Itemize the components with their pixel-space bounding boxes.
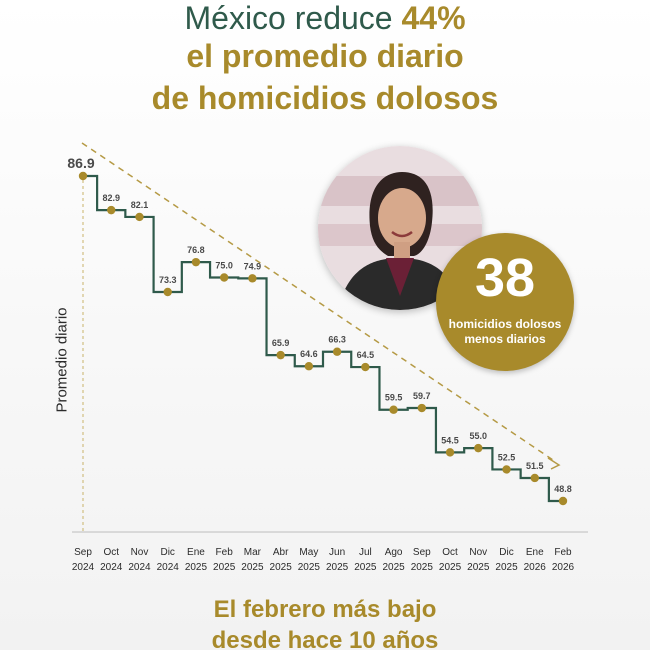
data-label: 48.8 — [554, 484, 572, 494]
footer-line-1: El febrero más bajo — [213, 596, 437, 623]
reduction-badge: 38 homicidios dolosos menos diarios — [436, 233, 574, 371]
data-point — [276, 350, 285, 360]
x-tick-label-month: Oct — [442, 547, 458, 558]
x-tick-label-year: 2025 — [241, 562, 264, 573]
data-label: 64.5 — [357, 350, 375, 360]
data-label: 59.7 — [413, 391, 431, 401]
data-label: 73.3 — [159, 275, 177, 285]
data-point — [248, 274, 257, 283]
data-point — [332, 347, 342, 356]
data-label: 76.8 — [187, 245, 205, 255]
x-tick-label-month: Jul — [359, 547, 372, 558]
headline-line-2: el promedio diario — [186, 38, 464, 74]
x-tick-label-month: Oct — [103, 547, 119, 558]
headline-line-1: México reduce 44% — [0, 2, 650, 34]
series-step-line — [83, 174, 563, 503]
data-point — [219, 273, 229, 282]
data-label: 86.9 — [67, 155, 94, 171]
x-tick-label-month: Ene — [187, 547, 205, 558]
x-tick-label-year: 2026 — [524, 562, 547, 573]
x-tick-label-month: Feb — [216, 547, 234, 558]
data-label: 59.5 — [385, 393, 403, 403]
x-tick-label-month: Dic — [499, 547, 513, 558]
headline-percentage: 44% — [401, 0, 466, 36]
portrait-illustration — [318, 146, 482, 310]
x-tick-label-month: Ene — [526, 547, 544, 558]
data-point — [389, 405, 398, 414]
x-tick-label-year: 2025 — [270, 562, 293, 573]
data-point — [135, 212, 144, 222]
x-tick-label-year: 2024 — [128, 562, 151, 573]
data-label: 82.9 — [102, 193, 120, 203]
data-point — [361, 362, 370, 372]
x-tick-label-month: Mar — [244, 547, 262, 558]
x-tick-label-year: 2025 — [411, 562, 434, 573]
badge-caption-line-1: homicidios dolosos — [448, 317, 562, 331]
data-point — [304, 362, 314, 371]
data-label: 52.5 — [498, 452, 516, 462]
data-point — [107, 205, 116, 215]
data-label: 54.5 — [441, 435, 459, 445]
x-tick-label-year: 2024 — [100, 562, 123, 573]
data-point — [417, 403, 427, 413]
x-tick-label-month: Nov — [131, 547, 149, 558]
x-tick-label-year: 2025 — [298, 562, 321, 573]
x-tick-label-year: 2025 — [185, 562, 208, 573]
x-tick-label-year: 2025 — [382, 562, 405, 573]
x-tick-label-month: Jun — [329, 547, 345, 558]
footer-line-2: desde hace 10 años — [211, 627, 439, 654]
x-tick-label-year: 2024 — [72, 562, 95, 573]
trend-line — [81, 142, 557, 463]
data-point — [474, 443, 483, 453]
x-tick-label-month: Abr — [273, 547, 289, 558]
x-tick-label-month: May — [299, 547, 318, 558]
data-label: 74.9 — [244, 261, 262, 271]
data-point — [78, 171, 88, 181]
x-tick-label-month: Feb — [554, 547, 572, 558]
data-point — [191, 257, 201, 267]
data-label: 66.3 — [328, 335, 346, 345]
x-tick-label-year: 2025 — [495, 562, 518, 573]
x-tick-label-year: 2026 — [552, 562, 575, 573]
data-label: 55.0 — [470, 431, 488, 441]
data-point — [558, 496, 568, 506]
badge-caption: homicidios dolosos menos diarios — [436, 317, 574, 347]
x-tick-label-year: 2025 — [213, 562, 236, 573]
headline-text: México reduce — [184, 0, 402, 36]
portrait-photo — [318, 146, 482, 310]
data-label: 82.1 — [131, 200, 149, 210]
data-point — [530, 473, 539, 483]
trend-arrow-head — [547, 457, 561, 470]
data-label: 75.0 — [215, 261, 233, 271]
x-tick-label-year: 2025 — [439, 562, 462, 573]
badge-caption-line-2: menos diarios — [464, 332, 546, 346]
data-point — [502, 465, 511, 474]
data-label: 64.6 — [300, 349, 318, 359]
x-tick-label-month: Ago — [385, 547, 403, 558]
y-axis-label: Promedio diario — [53, 307, 71, 413]
x-tick-label-month: Sep — [74, 547, 92, 558]
data-point — [445, 448, 455, 457]
headline-line-3: de homicidios dolosos — [151, 80, 499, 116]
x-tick-label-year: 2025 — [354, 562, 377, 573]
data-point — [163, 287, 172, 297]
data-label: 65.9 — [272, 338, 290, 348]
badge-number: 38 — [474, 248, 536, 308]
x-tick-label-month: Sep — [413, 547, 431, 558]
x-tick-label-month: Dic — [160, 547, 174, 558]
x-tick-label-month: Nov — [469, 547, 487, 558]
data-label: 51.5 — [526, 461, 544, 471]
x-tick-label-year: 2024 — [157, 562, 180, 573]
x-tick-label-year: 2025 — [326, 562, 349, 573]
x-tick-label-year: 2025 — [467, 562, 490, 573]
